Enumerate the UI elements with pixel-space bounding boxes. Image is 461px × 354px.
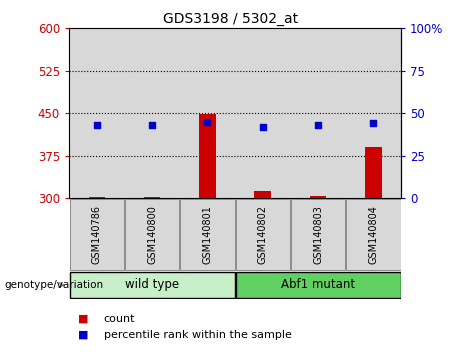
Text: Abf1 mutant: Abf1 mutant (281, 279, 355, 291)
Bar (235, 28, 290, 198)
Point (259, 124, 266, 130)
Text: GSM140800: GSM140800 (147, 205, 157, 264)
Text: GSM140786: GSM140786 (92, 205, 102, 264)
Bar (254, 191, 271, 198)
Bar (365, 147, 382, 198)
Text: ■: ■ (78, 330, 89, 339)
Text: percentile rank within the sample: percentile rank within the sample (104, 330, 292, 339)
Text: GSM140802: GSM140802 (258, 205, 268, 264)
Text: GSM140804: GSM140804 (368, 205, 378, 264)
FancyBboxPatch shape (70, 199, 124, 270)
Point (148, 122, 156, 128)
Bar (89, 196, 105, 198)
Bar (199, 114, 216, 198)
Point (204, 119, 211, 125)
FancyBboxPatch shape (125, 199, 179, 270)
FancyBboxPatch shape (70, 272, 235, 298)
FancyBboxPatch shape (346, 199, 401, 270)
Text: GSM140801: GSM140801 (202, 205, 213, 264)
Point (93, 122, 100, 128)
Text: count: count (104, 314, 135, 324)
FancyBboxPatch shape (236, 199, 290, 270)
Text: GDS3198 / 5302_at: GDS3198 / 5302_at (163, 12, 298, 27)
Bar (69, 28, 124, 198)
Point (370, 121, 377, 126)
Text: genotype/variation: genotype/variation (5, 280, 104, 290)
Bar (144, 196, 160, 198)
Bar (180, 28, 235, 198)
FancyBboxPatch shape (180, 199, 235, 270)
FancyBboxPatch shape (236, 272, 401, 298)
Text: GSM140803: GSM140803 (313, 205, 323, 264)
Point (314, 122, 322, 128)
Bar (346, 28, 401, 198)
Bar (124, 28, 180, 198)
Text: wild type: wild type (125, 279, 179, 291)
FancyBboxPatch shape (291, 199, 345, 270)
Bar (310, 196, 326, 198)
Text: ■: ■ (78, 314, 89, 324)
Bar (290, 28, 346, 198)
